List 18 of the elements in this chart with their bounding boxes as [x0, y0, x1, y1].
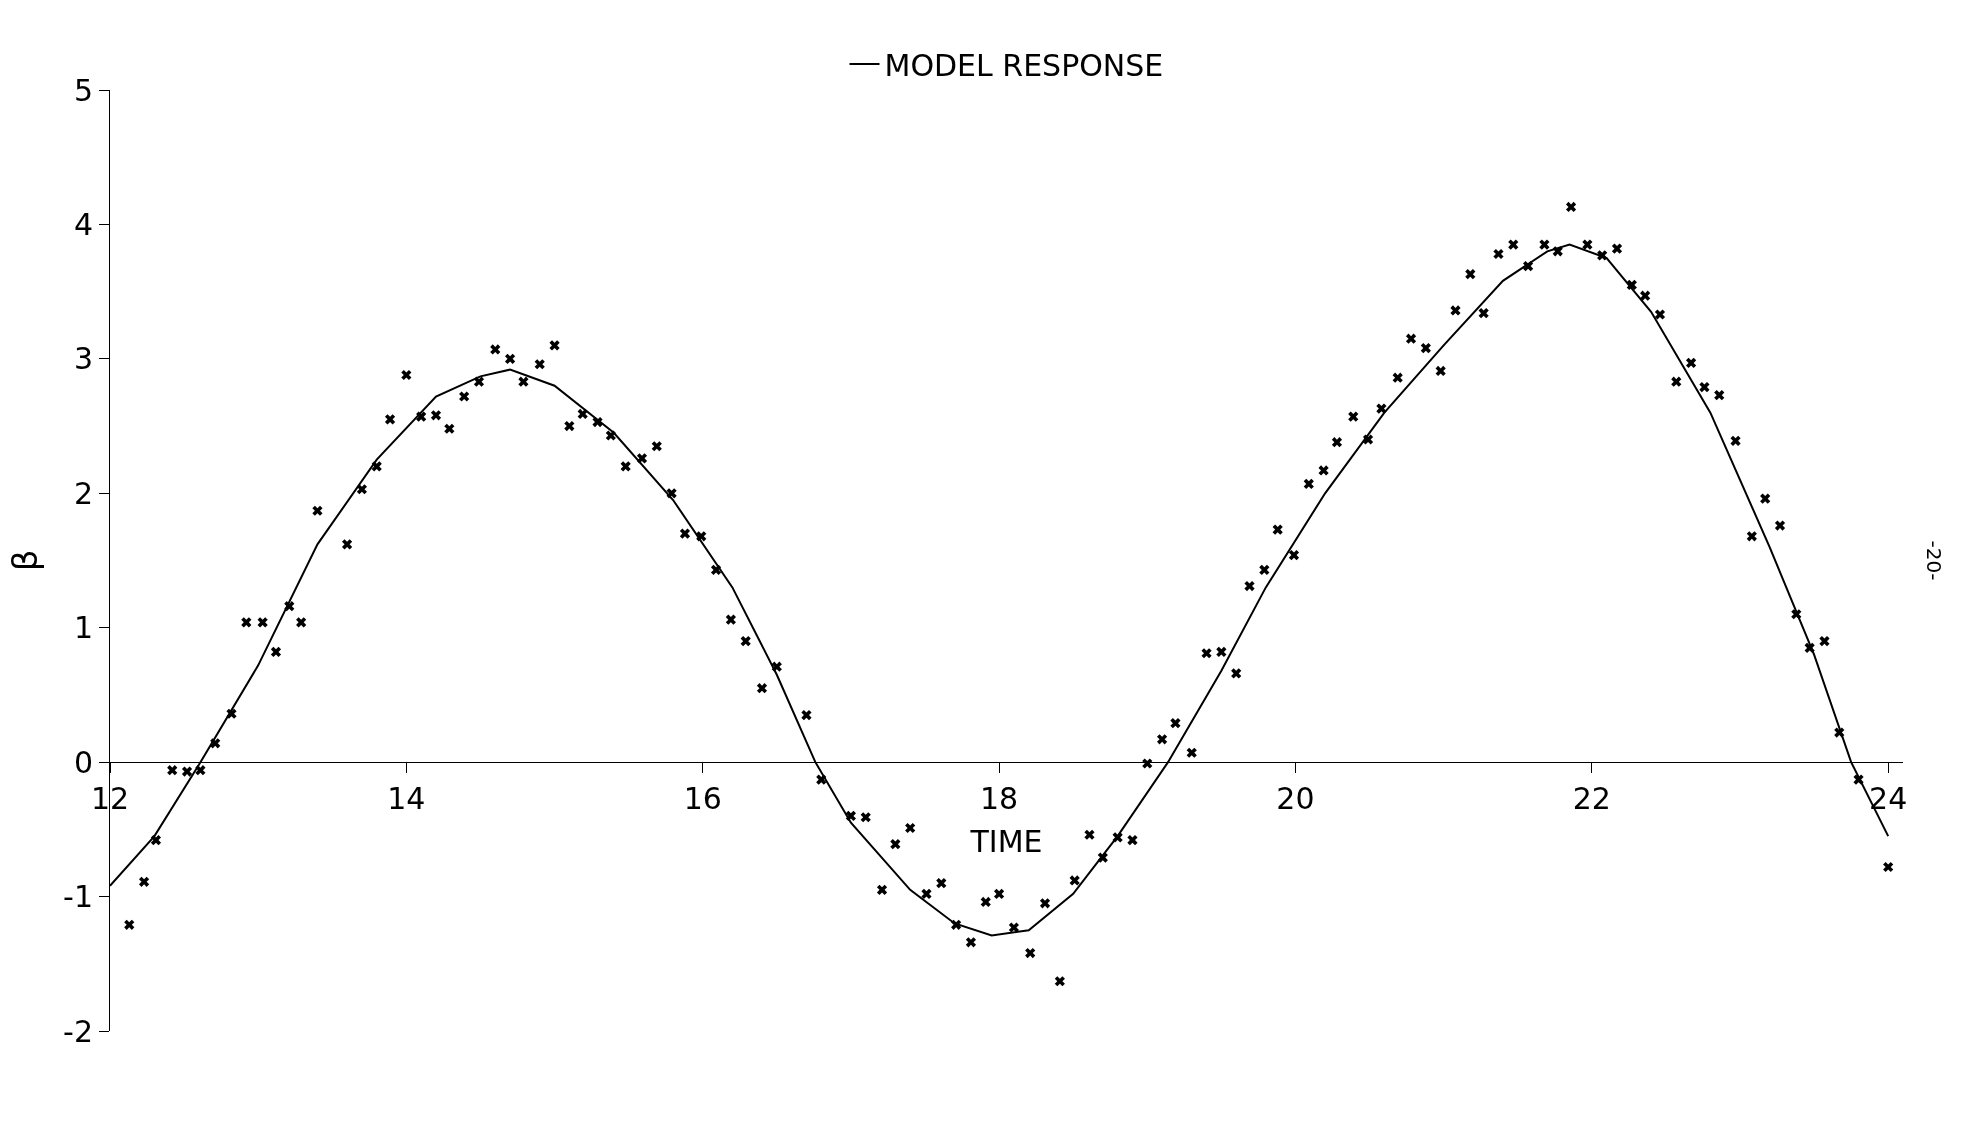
y-tick-label: 4: [73, 206, 93, 242]
y-tick-label: 1: [73, 610, 93, 646]
x-axis-title: TIME: [969, 823, 1043, 859]
x-tick-label: 14: [387, 781, 426, 817]
y-tick-label: -1: [63, 879, 93, 915]
x-tick-label: 18: [980, 781, 1019, 817]
y-tick-label: 5: [73, 72, 93, 108]
y-tick-label: 2: [73, 475, 93, 511]
legend-label: MODEL RESPONSE: [884, 47, 1164, 83]
x-tick-label: 16: [683, 781, 722, 817]
x-tick-label: 22: [1572, 781, 1611, 817]
y-tick-label: 0: [73, 744, 93, 780]
text: -20-: [1922, 540, 1947, 581]
y-tick-label: 3: [73, 341, 93, 377]
y-tick-label: -2: [63, 1013, 93, 1049]
x-tick-label: 24: [1869, 781, 1908, 817]
y-axis-title: β: [4, 549, 45, 572]
x-tick-label: 20: [1276, 781, 1315, 817]
